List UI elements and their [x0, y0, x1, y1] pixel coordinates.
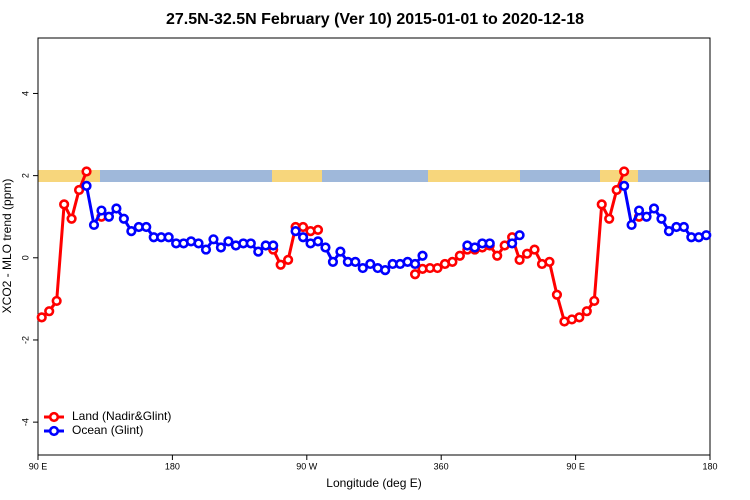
point — [350, 256, 361, 268]
land-strip — [600, 170, 638, 182]
point — [268, 240, 279, 251]
y-tick-label: 0 — [20, 255, 30, 260]
land-strip — [272, 170, 322, 182]
point — [193, 238, 204, 249]
point — [574, 312, 585, 323]
x-tick-label: 180 — [702, 461, 717, 471]
point — [514, 230, 525, 241]
point — [141, 221, 152, 233]
point — [604, 213, 615, 224]
point — [81, 180, 92, 192]
point — [118, 213, 129, 224]
point — [283, 254, 294, 265]
y-tick-label: 4 — [20, 91, 30, 96]
point — [357, 262, 368, 274]
point — [409, 269, 421, 280]
x-tick-label: 90 E — [566, 461, 585, 471]
x-tick-label: 90 W — [296, 461, 318, 471]
legend-marker — [48, 425, 60, 437]
point — [596, 199, 607, 210]
point — [275, 259, 286, 270]
point — [611, 184, 622, 196]
point — [96, 205, 107, 216]
x-tick-label: 90 E — [29, 461, 48, 471]
point — [51, 295, 62, 307]
chart-title: 27.5N-32.5N February (Ver 10) 2015-01-01… — [166, 11, 584, 28]
point — [484, 238, 495, 249]
x-tick-label: 360 — [434, 461, 449, 471]
point — [253, 246, 264, 257]
point — [663, 225, 675, 237]
point — [544, 256, 555, 268]
y-tick-label: 2 — [20, 173, 30, 178]
point — [88, 219, 100, 231]
legend-label: Ocean (Glint) — [72, 423, 143, 437]
point — [648, 203, 660, 214]
point — [223, 236, 234, 247]
point — [81, 166, 92, 177]
y-axis-label: XCO2 - MLO trend (ppm) — [0, 179, 14, 314]
point — [514, 254, 525, 265]
point — [73, 184, 85, 196]
point — [581, 306, 592, 317]
point — [656, 213, 667, 224]
point — [417, 250, 428, 261]
point — [200, 244, 212, 255]
point — [447, 256, 458, 268]
point — [589, 295, 600, 307]
legend-marker — [48, 411, 60, 423]
point — [66, 213, 77, 224]
point — [626, 219, 637, 231]
point — [521, 248, 533, 259]
point — [320, 242, 331, 253]
point — [297, 221, 309, 233]
point — [126, 225, 137, 237]
plot-frame — [37, 37, 711, 456]
point — [44, 306, 55, 317]
y-tick-label: -4 — [20, 418, 30, 426]
point — [469, 242, 480, 253]
point — [365, 258, 376, 270]
series-line — [42, 172, 639, 322]
x-axis-label: Longitude (deg E) — [326, 476, 421, 490]
x-tick-label: 180 — [165, 461, 180, 471]
point — [312, 236, 324, 247]
point — [297, 232, 309, 243]
point — [163, 232, 174, 243]
legend-label: Land (Nadir&Glint) — [72, 409, 171, 423]
point — [380, 265, 391, 276]
point — [409, 258, 421, 270]
point — [312, 224, 324, 235]
ocean-strip — [38, 170, 710, 182]
point — [111, 203, 122, 214]
point — [103, 211, 115, 222]
point — [492, 250, 503, 261]
point — [529, 244, 540, 255]
point — [208, 234, 219, 245]
point — [619, 180, 630, 192]
point — [432, 262, 443, 274]
point — [327, 256, 339, 268]
point — [59, 199, 70, 210]
point — [215, 242, 227, 253]
point — [633, 205, 645, 216]
land-strip — [428, 170, 520, 182]
point — [36, 312, 47, 323]
point — [619, 166, 630, 177]
y-tick-label: -2 — [20, 336, 30, 344]
point — [507, 238, 518, 249]
land-ocean-strip — [38, 170, 710, 182]
point — [245, 238, 256, 249]
point — [678, 221, 689, 233]
point — [290, 225, 301, 237]
point — [641, 211, 652, 222]
point — [701, 230, 712, 241]
point — [335, 246, 346, 257]
point — [454, 250, 465, 261]
point — [551, 289, 563, 300]
